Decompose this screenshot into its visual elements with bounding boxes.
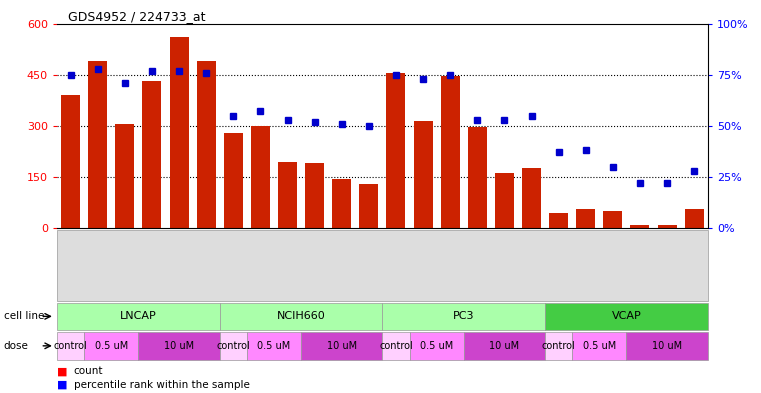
Text: count: count bbox=[74, 366, 103, 376]
Text: control: control bbox=[542, 341, 575, 351]
Text: NCIH660: NCIH660 bbox=[277, 311, 326, 321]
Text: ■: ■ bbox=[57, 380, 68, 390]
Bar bbox=[576, 209, 595, 228]
Text: GDS4952 / 224733_at: GDS4952 / 224733_at bbox=[68, 10, 206, 23]
Bar bbox=[468, 127, 487, 228]
Text: percentile rank within the sample: percentile rank within the sample bbox=[74, 380, 250, 390]
Bar bbox=[413, 121, 432, 228]
Bar bbox=[142, 81, 161, 228]
Text: 10 uM: 10 uM bbox=[326, 341, 357, 351]
Bar bbox=[359, 184, 378, 228]
Text: control: control bbox=[216, 341, 250, 351]
Text: 10 uM: 10 uM bbox=[652, 341, 682, 351]
Text: ■: ■ bbox=[57, 366, 68, 376]
Bar bbox=[495, 173, 514, 228]
Bar bbox=[61, 95, 80, 228]
Bar bbox=[441, 76, 460, 228]
Bar bbox=[251, 126, 270, 228]
Text: VCAP: VCAP bbox=[612, 311, 642, 321]
Text: 0.5 uM: 0.5 uM bbox=[94, 341, 128, 351]
Bar bbox=[116, 124, 135, 228]
Bar bbox=[549, 213, 568, 228]
Text: 10 uM: 10 uM bbox=[164, 341, 194, 351]
Bar bbox=[387, 73, 406, 228]
Bar bbox=[522, 168, 541, 228]
Text: control: control bbox=[379, 341, 412, 351]
Bar bbox=[278, 162, 297, 228]
Bar bbox=[88, 61, 107, 228]
Bar bbox=[333, 178, 352, 228]
Text: cell line: cell line bbox=[4, 311, 44, 321]
Text: 0.5 uM: 0.5 uM bbox=[583, 341, 616, 351]
Text: dose: dose bbox=[4, 341, 29, 351]
Text: PC3: PC3 bbox=[453, 311, 475, 321]
Bar bbox=[685, 209, 704, 228]
Text: control: control bbox=[54, 341, 88, 351]
Bar bbox=[630, 224, 649, 228]
Text: 10 uM: 10 uM bbox=[489, 341, 520, 351]
Text: 0.5 uM: 0.5 uM bbox=[257, 341, 291, 351]
Text: LNCAP: LNCAP bbox=[120, 311, 157, 321]
Bar bbox=[224, 132, 243, 228]
Bar bbox=[170, 37, 189, 228]
Bar bbox=[603, 211, 622, 228]
Bar bbox=[196, 61, 215, 228]
Bar bbox=[305, 163, 324, 228]
Text: 0.5 uM: 0.5 uM bbox=[420, 341, 454, 351]
Bar bbox=[658, 224, 677, 228]
